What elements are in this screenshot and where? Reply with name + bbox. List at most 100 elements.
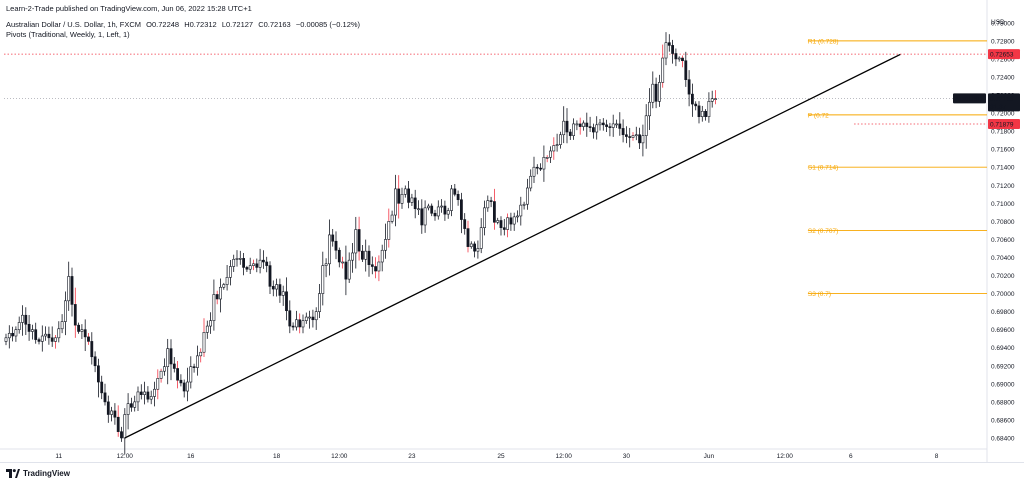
candle-body — [21, 314, 24, 323]
candle-body — [209, 320, 213, 327]
candle-body — [334, 240, 338, 251]
candle-body — [219, 286, 222, 300]
candle-body — [153, 388, 156, 397]
candle-body — [624, 134, 628, 137]
candle-body — [192, 366, 196, 368]
candle-body — [245, 267, 249, 270]
candle-body — [179, 379, 183, 384]
y-tick-label: 0.68400 — [991, 435, 1015, 442]
x-tick-label: 23 — [408, 453, 416, 460]
candle-body — [377, 261, 381, 272]
candle-body — [390, 214, 394, 222]
candle-body — [347, 259, 351, 280]
candle-body — [298, 319, 302, 328]
price-label-support-bg — [988, 118, 1020, 129]
symbol-legend: Australian Dollar / U.S. Dollar, 1h, FXC… — [6, 20, 363, 29]
pivot-label: S1 (0.714) — [808, 165, 838, 172]
candle-body — [215, 294, 219, 300]
candle-body — [186, 381, 189, 392]
candle-body — [539, 167, 543, 170]
candle-body — [374, 266, 378, 272]
candle-body — [116, 416, 120, 432]
y-tick-label: 0.71400 — [991, 165, 1015, 172]
candle-body — [301, 320, 305, 328]
candle-body — [492, 201, 496, 223]
candle-body — [671, 45, 675, 54]
ohlc-change: −0.00085 (−0.12%) — [295, 20, 361, 29]
candle-body — [54, 337, 57, 342]
candle-body — [367, 250, 371, 265]
candle-body — [136, 391, 140, 403]
x-tick-label: 30 — [623, 453, 631, 460]
candle-layer — [4, 32, 717, 455]
x-tick-label: 8 — [935, 453, 939, 460]
trend-layer — [124, 53, 901, 439]
y-tick-label: 0.69400 — [991, 345, 1015, 352]
candle-body — [443, 205, 447, 215]
candle-body — [159, 370, 163, 379]
candle-body — [615, 123, 618, 126]
candle-body — [456, 194, 460, 201]
candle-body — [238, 258, 242, 260]
candle-body — [450, 188, 453, 211]
price-chart[interactable]: R1 (0.728) P (0.72 S1 (0.714) S2 (0.707) S3 … — [0, 0, 1024, 462]
candle-body — [34, 329, 38, 340]
candle-body — [502, 227, 506, 230]
x-tick-label: 11 — [55, 453, 62, 460]
indicator-legend: Pivots (Traditional, Weekly, 1, Left, 1) — [6, 30, 130, 39]
candle-body — [17, 322, 21, 330]
candle-body — [268, 265, 272, 287]
candle-body — [285, 291, 288, 312]
candle-body — [641, 135, 645, 144]
candle-body — [73, 304, 77, 326]
candle-body — [258, 259, 262, 268]
candle-body — [516, 215, 519, 218]
candle-body — [331, 234, 335, 242]
candle-body — [694, 103, 698, 107]
candle-body — [572, 123, 576, 136]
candle-body — [314, 311, 318, 321]
candle-body — [156, 378, 160, 390]
y-tick-label: 0.70800 — [991, 219, 1015, 226]
candle-body — [169, 348, 173, 365]
candle-body — [654, 83, 658, 102]
x-tick-label: Jun — [704, 453, 715, 460]
symbol-title: Australian Dollar / U.S. Dollar, 1h, FXC… — [6, 20, 142, 29]
candle-body — [426, 205, 430, 209]
candle-body — [24, 314, 28, 325]
candle-body — [225, 277, 229, 285]
level-layer: R1 (0.728) P (0.72 S1 (0.714) S2 (0.707) S3 … — [4, 38, 987, 298]
candle-body — [519, 204, 523, 217]
candle-body — [397, 188, 401, 204]
candle-body — [601, 122, 605, 126]
candle-body — [327, 234, 331, 265]
candle-body — [103, 392, 107, 403]
candle-body — [199, 351, 203, 357]
axis-layer: USD0.730000.728000.726000.724000.722000.… — [55, 19, 1020, 460]
y-tick-label: 0.70200 — [991, 273, 1015, 280]
candle-body — [621, 128, 625, 136]
candle-body — [664, 42, 668, 59]
candle-body — [661, 57, 665, 83]
candle-body — [83, 329, 87, 338]
candle-body — [638, 134, 642, 144]
x-tick-label: 12:00 — [117, 453, 134, 460]
y-tick-label: 0.69200 — [991, 363, 1015, 370]
candle-body — [143, 391, 147, 395]
y-tick-label: 0.69000 — [991, 381, 1015, 388]
candle-body — [631, 135, 635, 138]
x-tick-label: 25 — [497, 453, 505, 460]
candle-body — [628, 136, 632, 138]
tradingview-logo[interactable]: TradingView — [6, 469, 70, 478]
y-tick-label: 0.69800 — [991, 309, 1015, 316]
candle-body — [483, 207, 486, 228]
candle-body — [545, 157, 549, 159]
candle-body — [522, 203, 526, 206]
candle-body — [423, 207, 427, 226]
grid-layer — [0, 0, 988, 462]
candle-body — [407, 188, 411, 203]
candle-body — [430, 205, 434, 214]
candle-body — [585, 122, 589, 127]
candle-body — [644, 115, 648, 136]
candle-body — [380, 249, 384, 263]
